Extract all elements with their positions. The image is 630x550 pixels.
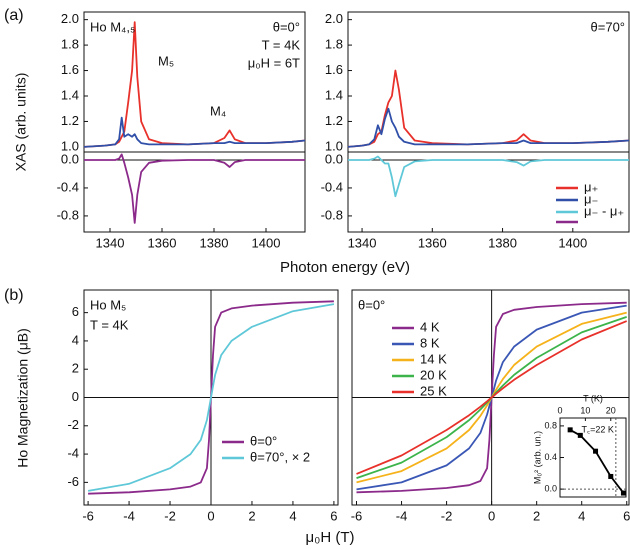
y-axis-title: XAS (arb. units) [13,73,29,172]
x-axis-title: μ₀H (T) [305,529,354,546]
y-tick-label: -0.4 [321,179,343,194]
legend-label: θ=70°, × 2 [250,449,310,464]
y-tick-label: 1.2 [61,113,79,128]
x-tick-label: 1340 [96,235,125,250]
legend-label: θ=0° [250,433,277,448]
x-tick-label: 2 [533,508,540,523]
x-tick-label: 1360 [148,235,177,250]
y-tick-label: 4 [72,332,79,347]
y-tick-label: 1.2 [325,113,343,128]
legend-label: μ₊ [584,179,598,194]
x-tick-label: -6 [351,508,363,523]
y-tick-label: 1.0 [61,138,79,153]
y-tick-label: -6 [67,474,79,489]
x-tick-label: 0 [207,508,214,523]
data-point [593,448,599,454]
legend-label: μ₋ - μ₊ [584,203,624,218]
panel-label: (a) [4,7,24,24]
y-tick-label: 0.0 [544,483,557,493]
legend-label: 4 K [420,319,440,334]
x-tick-label: 1380 [488,235,517,250]
y-tick-label: 0 [72,389,79,404]
y-tick-label: 2.0 [325,11,343,26]
y-tick-label: 0.0 [325,151,343,166]
x-tick-label: 0 [488,508,495,523]
series-line [87,303,335,492]
y-tick-label: 0.4 [544,452,557,462]
series-line [356,320,628,475]
y-tick-label: 1.0 [325,138,343,153]
plot-frame [83,151,306,233]
y-axis-title: M₀² (arb. un.) [532,431,542,484]
x-tick-label: 4 [289,508,296,523]
legend-label: 20 K [420,367,447,382]
y-tick-label: -2 [67,417,79,432]
annotation: M₅ [158,53,174,68]
y-tick-label: -0.8 [321,207,343,222]
y-tick-label: -4 [67,446,79,461]
data-point [620,490,626,496]
series-line [347,69,630,148]
y-tick-label: 1.6 [61,62,79,77]
x-tick-label: 1340 [348,235,377,250]
legend-label: μ₋ [584,191,598,206]
x-axis-title: Photon energy (eV) [280,259,410,276]
series-line [347,107,630,148]
x-tick-label: 1400 [252,235,281,250]
x-axis-title: T (K) [583,393,603,403]
legend-label: 8 K [420,335,440,350]
x-tick-label: -2 [441,508,453,523]
y-tick-label: 1.4 [325,87,343,102]
y-tick-label: 1.6 [325,62,343,77]
y-tick-label: 6 [72,304,79,319]
x-tick-label: 1400 [558,235,587,250]
x-tick-label: 20 [606,405,616,415]
marker-label: T꜀=22 K [581,424,613,434]
series-line [348,155,629,198]
x-tick-label: 2 [248,508,255,523]
series-line [83,21,306,148]
series-line [83,116,306,148]
x-tick-label: 6 [330,508,337,523]
data-point [567,427,573,433]
x-tick-label: 6 [623,508,630,523]
y-axis-title: Ho Magnetization (μB) [15,328,31,468]
x-tick-label: -4 [123,508,135,523]
x-tick-label: 1380 [200,235,229,250]
panel-label: (b) [4,287,24,304]
y-tick-label: 1.4 [61,87,79,102]
y-tick-label: 1.8 [61,37,79,52]
x-tick-label: 0 [557,405,562,415]
annotation: T = 4K [90,317,129,332]
y-tick-label: 2 [72,361,79,376]
y-tick-label: -0.8 [57,207,79,222]
x-tick-label: 4 [578,508,585,523]
annotation: θ=70° [591,19,625,34]
y-tick-label: 1.8 [325,37,343,52]
legend-label: 25 K [420,383,447,398]
annotation: Ho M₄,₅ [90,19,135,34]
y-tick-label: 2.0 [61,11,79,26]
x-tick-label: 10 [580,405,590,415]
data-point [608,473,614,479]
data-point [577,432,583,438]
legend-label: 14 K [420,351,447,366]
y-tick-label: 0.8 [544,420,557,430]
plot-frame [347,11,630,153]
x-tick-label: 1360 [418,235,447,250]
annotation: T = 4K [262,37,301,52]
annotation: θ=0° [273,19,300,34]
annotation: M₄ [210,103,226,118]
annotation: Ho M₅ [90,297,126,312]
series-line [84,153,305,224]
annotation: μ₀H = 6T [248,55,300,70]
y-tick-label: -0.4 [57,179,79,194]
x-tick-label: -2 [164,508,176,523]
annotation: θ=0° [358,297,385,312]
x-tick-label: -6 [82,508,94,523]
y-tick-label: 0.0 [61,151,79,166]
x-tick-label: -4 [396,508,408,523]
